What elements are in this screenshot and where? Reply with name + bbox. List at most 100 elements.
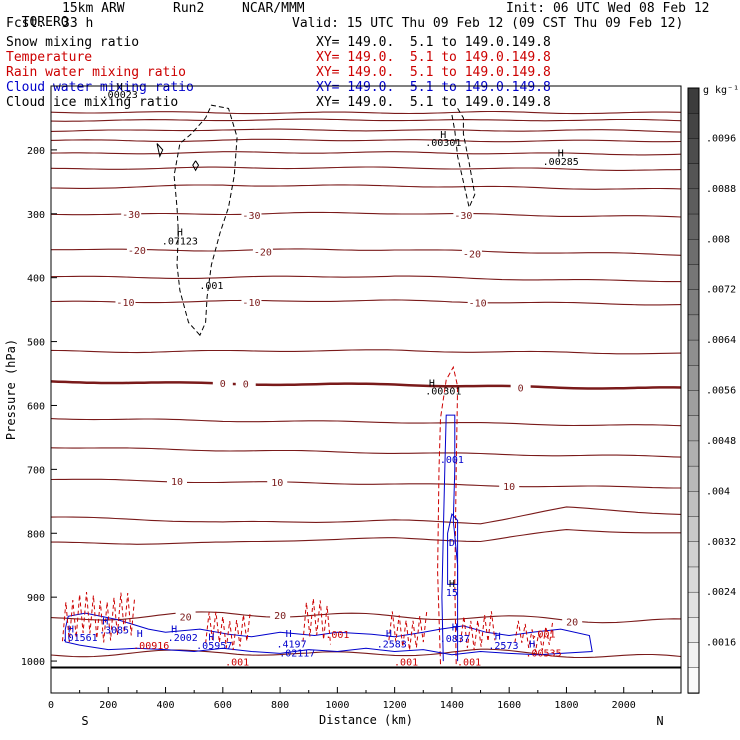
x-tick-label: 2000 — [612, 700, 636, 711]
colorbar-units: g kg⁻¹ — [703, 85, 739, 96]
field-name-3: Cloud water mixing ratio — [6, 80, 194, 95]
temperature-label-bg — [453, 209, 474, 222]
extremum-label: .05957 — [196, 641, 232, 652]
temperature-contour — [50, 418, 682, 427]
x-axis-title: Distance (km) — [319, 713, 413, 727]
temperature-contour — [50, 447, 682, 458]
extremum-label: .001 — [325, 630, 349, 641]
temperature-label: 10 — [503, 482, 515, 493]
temperature-label: -10 — [242, 298, 260, 309]
field-xy-4: XY= 149.0. 5.1 to 149.0.149.8 — [316, 95, 551, 110]
init-label: Init: 06 UTC Wed 08 Feb 12 — [506, 1, 710, 16]
x-tick-label: 200 — [99, 700, 117, 711]
cloud-ice-contour — [156, 143, 164, 158]
colorbar-segment — [687, 365, 700, 392]
temperature-label-bg — [267, 476, 288, 489]
y-tick-label: 400 — [27, 274, 45, 285]
temperature-contour — [50, 478, 681, 489]
colorbar-segment — [687, 138, 700, 165]
colorbar-segment — [687, 591, 700, 619]
x-tick-label: 1600 — [497, 700, 521, 711]
temperature-label-bg — [562, 615, 583, 628]
temperature-label-bg — [510, 381, 531, 394]
x-tick-label: 1000 — [325, 700, 349, 711]
colorbar-segment — [687, 440, 700, 467]
extremum-label: .00301 — [425, 387, 461, 398]
temperature-label: -10 — [469, 299, 487, 310]
valid-label: Valid: 15 UTC Thu 09 Feb 12 (09 CST Thu … — [292, 16, 684, 31]
field-name-2: Rain water mixing ratio — [6, 65, 187, 80]
extremum-label: .2002 — [168, 633, 198, 644]
extremum-label: H — [177, 228, 183, 239]
field-xy-1: XY= 149.0. 5.1 to 149.0.149.8 — [316, 50, 551, 65]
field-xy-3: XY= 149.0. 5.1 to 149.0.149.8 — [316, 80, 551, 95]
extremum-label: H — [286, 629, 292, 640]
temperature-contour — [50, 184, 682, 190]
x-tick-label: 800 — [271, 700, 289, 711]
org-label: NCAR/MMM — [242, 1, 305, 16]
colorbar-label: .0088 — [706, 184, 736, 195]
colorbar-label: .0016 — [706, 638, 736, 649]
temperature-label: 0 — [243, 380, 249, 391]
rain-water-contour — [388, 611, 428, 651]
extremum-label: 15 — [446, 588, 458, 599]
colorbar-segment — [687, 163, 700, 190]
temperature-label: 0 — [220, 379, 226, 390]
extremum-label: .01561 — [62, 633, 98, 644]
rain-water-contour — [514, 620, 554, 652]
colorbar-segment — [687, 390, 700, 417]
colorbar-segment — [687, 188, 700, 215]
temperature-contour — [50, 128, 682, 133]
temperature-label: 20 — [274, 611, 286, 622]
colorbar-segment — [687, 87, 700, 114]
colorbar-segment — [687, 516, 700, 543]
colorbar-label: .0056 — [706, 386, 736, 397]
temperature-contour — [50, 648, 682, 659]
extremum-label: H — [117, 82, 123, 93]
extremum-label: H — [529, 640, 535, 651]
temperature-contour — [50, 211, 682, 218]
fcst-value: 33 h — [62, 16, 94, 31]
extremum-label: H — [68, 624, 74, 635]
temperature-label-bg — [235, 377, 256, 390]
colorbar-segment — [687, 289, 700, 316]
colorbar-label: .0024 — [706, 587, 736, 598]
colorbar-label: .008 — [706, 234, 730, 245]
colorbar-segment — [687, 566, 700, 593]
colorbar-segment — [687, 667, 700, 694]
colorbar-label: .0072 — [706, 285, 736, 296]
field-xy-2: XY= 149.0. 5.1 to 149.0.149.8 — [316, 65, 551, 80]
rain-water-contour — [62, 592, 136, 643]
extremum-label: H — [449, 579, 455, 590]
north-label: N — [656, 714, 663, 728]
extremum-label: .00301 — [425, 138, 461, 149]
extremum-label: .001 — [440, 455, 464, 466]
temperature-label: -30 — [454, 211, 472, 222]
y-tick-label: 200 — [27, 146, 45, 157]
temperature-label: -20 — [463, 249, 481, 260]
cloud-ice-contour — [173, 104, 238, 337]
rain-water-contour — [205, 611, 251, 651]
rain-water-contour — [302, 598, 331, 645]
extremum-label: D — [449, 538, 455, 549]
temperature-label: -30 — [122, 210, 140, 221]
colorbar-segment — [687, 239, 700, 266]
temperature-contour — [50, 506, 682, 525]
colorbar-label: .0032 — [706, 537, 736, 548]
temperature-label-bg — [467, 296, 488, 309]
colorbar-segment — [687, 339, 700, 366]
colorbar-segment — [687, 465, 700, 493]
header-line-1: TORERO — [6, 2, 69, 30]
temperature-label: 10 — [171, 477, 183, 488]
extremum-label: .001 — [531, 629, 555, 640]
y-tick-label: 300 — [27, 210, 45, 221]
extremum-label: .001 — [457, 658, 481, 669]
temperature-contour — [50, 138, 682, 143]
temperature-label: -20 — [128, 246, 146, 257]
x-tick-label: 400 — [157, 700, 175, 711]
extremum-label: H — [102, 617, 108, 628]
colorbar-segment — [687, 415, 700, 442]
temperature-contour — [50, 151, 682, 156]
temperature-label: 20 — [566, 617, 578, 628]
